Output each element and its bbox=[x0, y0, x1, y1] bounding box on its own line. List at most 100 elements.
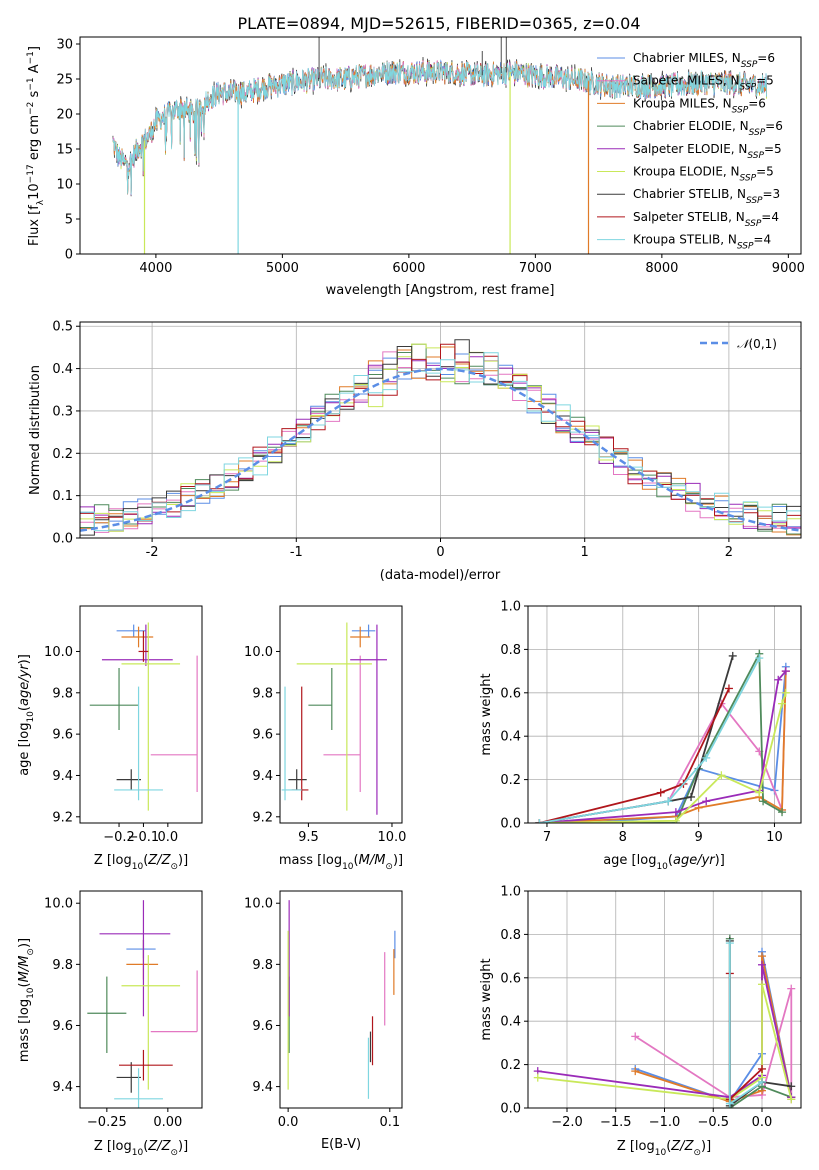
error-bar-point bbox=[350, 624, 387, 815]
x-tick-label: -2 bbox=[146, 545, 159, 560]
label-part: M/M bbox=[17, 956, 32, 983]
label-part: Z [log bbox=[617, 1139, 655, 1154]
y-tick-label: 10.0 bbox=[44, 645, 73, 660]
x-axis-label: Z [log10(Z/Z⊙)] bbox=[94, 853, 188, 872]
weight-marker bbox=[535, 819, 544, 823]
label-part: )] bbox=[701, 1139, 711, 1154]
y-tick-label: 10.0 bbox=[244, 645, 273, 660]
weight-marker bbox=[694, 803, 703, 812]
label-part: M/M bbox=[359, 853, 386, 868]
weight-marker bbox=[725, 939, 734, 948]
weight-marker bbox=[631, 1032, 640, 1041]
plot-area bbox=[80, 339, 801, 536]
label-part: 10 bbox=[26, 711, 36, 723]
y-tick-label: 9.8 bbox=[52, 686, 73, 701]
axes-mass_vs_Z: −0.25 0.00 9.4 9.6 9.8 10.0 bbox=[44, 890, 203, 1130]
error-bar-point bbox=[119, 1049, 173, 1081]
label-part: age [log bbox=[17, 723, 32, 776]
label-part: Z [log bbox=[94, 853, 132, 868]
y-tick-label: 9.4 bbox=[52, 1080, 73, 1095]
legend-entry: 𝒩(0,1) bbox=[737, 337, 777, 351]
error-bar-point bbox=[89, 668, 139, 730]
y-tick-label: 10.0 bbox=[244, 897, 273, 912]
label-part: Z/Z bbox=[147, 1139, 171, 1154]
error-bar-point bbox=[350, 626, 371, 648]
error-bar-point bbox=[121, 622, 181, 811]
y-axis-label: mass [log10(M/M⊙)] bbox=[17, 938, 36, 1062]
x-tick-label: -1 bbox=[290, 545, 303, 560]
label-part: ⊙ bbox=[26, 948, 36, 956]
label-part: Z/Z bbox=[670, 1139, 694, 1154]
error-bar-point bbox=[308, 668, 333, 730]
y-tick-label: 0.8 bbox=[500, 928, 521, 943]
y-tick-label: 20 bbox=[56, 108, 73, 123]
error-bar-point bbox=[116, 769, 141, 790]
label-part: =4 bbox=[753, 233, 771, 247]
x-tick-label: 0.0 bbox=[157, 830, 178, 845]
y-tick-label: 9.6 bbox=[252, 1019, 273, 1034]
label-part: )] bbox=[17, 938, 32, 948]
plot-area bbox=[89, 622, 198, 811]
legend-entry: Chabrier MILES, NSSP=6 bbox=[633, 51, 775, 70]
y-tick-label: 0.6 bbox=[500, 971, 521, 986]
axes-frame bbox=[79, 890, 203, 1109]
label-part: Salpeter MILES, N bbox=[633, 74, 740, 88]
weight-marker bbox=[664, 797, 673, 806]
legend-entry: Kroupa STELIB, NSSP=4 bbox=[633, 233, 771, 252]
label-part: 10 bbox=[342, 862, 354, 872]
label-part: 10 bbox=[26, 987, 36, 999]
weight-marker bbox=[787, 984, 796, 993]
error-bar-point bbox=[138, 630, 149, 662]
x-tick-label: −0.25 bbox=[87, 1115, 127, 1130]
error-bar-point bbox=[323, 655, 361, 792]
weight-marker bbox=[787, 1095, 796, 1104]
y-tick-label: 0.0 bbox=[52, 532, 73, 547]
label-part: )] bbox=[178, 853, 188, 868]
label-part: Kroupa STELIB, N bbox=[633, 233, 737, 247]
y-tick-label: 0.4 bbox=[500, 1015, 521, 1030]
weight-marker bbox=[671, 816, 680, 823]
label-part: =5 bbox=[756, 74, 774, 88]
x-tick-label: 10.0 bbox=[377, 830, 406, 845]
weight-marker bbox=[702, 753, 711, 762]
label-part: ( bbox=[666, 1139, 671, 1154]
weight-marker bbox=[758, 952, 766, 961]
label-part: Chabrier STELIB, N bbox=[633, 187, 746, 201]
label-part: age [log bbox=[603, 853, 656, 868]
weight-marker bbox=[758, 960, 766, 969]
plot-area bbox=[281, 622, 387, 815]
y-tick-label: 0.4 bbox=[52, 362, 73, 377]
y-tick-label: 10.0 bbox=[44, 897, 73, 912]
error-bar-point bbox=[114, 686, 163, 801]
x-tick-label: 0.00 bbox=[153, 1115, 182, 1130]
y-axis-label: Normed distribution bbox=[28, 365, 43, 495]
y-tick-label: 1.0 bbox=[500, 885, 521, 900]
error-bar-point bbox=[116, 624, 146, 637]
y-tick-label: 0.0 bbox=[500, 1102, 521, 1117]
y-tick-label: 0.4 bbox=[500, 730, 521, 745]
label-part: 10 bbox=[132, 862, 144, 872]
y-tick-label: 15 bbox=[56, 143, 73, 158]
axes-weight_vs_Z: −2.0 −1.5 −1.0 −0.5 0.0 0.0 0.2 0.4 0.6 0.8 1.0 bbox=[500, 885, 802, 1130]
plot-area bbox=[287, 900, 396, 1099]
error-bar-point bbox=[281, 686, 302, 801]
label-part: −1 bbox=[26, 77, 36, 90]
x-tick-label: 0 bbox=[436, 545, 444, 560]
error-bar-point bbox=[351, 624, 376, 637]
x-tick-label: −1.0 bbox=[649, 1115, 681, 1130]
x-tick-label: 0.0 bbox=[752, 1115, 773, 1130]
label-part: ( bbox=[17, 706, 32, 711]
y-tick-label: 0.0 bbox=[500, 817, 521, 832]
label-part: =6 bbox=[748, 96, 766, 110]
label-part: SSP bbox=[741, 60, 758, 70]
label-part: Z [log bbox=[94, 1139, 132, 1154]
plot-area bbox=[87, 900, 198, 1108]
label-part: Chabrier ELODIE, N bbox=[633, 119, 749, 133]
y-tick-label: 9.4 bbox=[252, 769, 273, 784]
x-tick-label: 0.0 bbox=[278, 1115, 299, 1130]
weight-marker bbox=[724, 684, 733, 693]
label-part: SSP bbox=[745, 219, 762, 229]
axes-spectrum: 4000 5000 6000 7000 8000 9000 0 5 10 15 20 25 30 bbox=[56, 36, 805, 276]
label-part: =3 bbox=[763, 187, 781, 201]
x-tick-label: 7000 bbox=[519, 261, 552, 276]
